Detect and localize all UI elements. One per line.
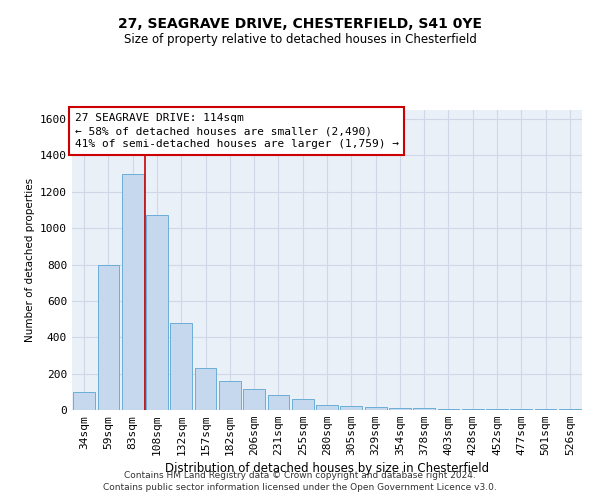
Text: 27, SEAGRAVE DRIVE, CHESTERFIELD, S41 0YE: 27, SEAGRAVE DRIVE, CHESTERFIELD, S41 0Y… xyxy=(118,18,482,32)
Bar xyxy=(122,174,143,410)
Bar xyxy=(413,408,435,410)
Text: Contains public sector information licensed under the Open Government Licence v3: Contains public sector information licen… xyxy=(103,484,497,492)
Bar xyxy=(170,322,192,410)
Bar xyxy=(292,399,314,410)
Bar xyxy=(365,408,386,410)
Bar xyxy=(219,381,241,410)
Bar xyxy=(194,368,217,410)
Y-axis label: Number of detached properties: Number of detached properties xyxy=(25,178,35,342)
Bar xyxy=(462,409,484,410)
Bar xyxy=(559,409,581,410)
Bar xyxy=(146,214,168,410)
X-axis label: Distribution of detached houses by size in Chesterfield: Distribution of detached houses by size … xyxy=(165,462,489,475)
Bar xyxy=(340,406,362,410)
Bar xyxy=(437,409,460,410)
Bar xyxy=(486,409,508,410)
Text: Size of property relative to detached houses in Chesterfield: Size of property relative to detached ho… xyxy=(124,32,476,46)
Bar xyxy=(268,394,289,410)
Bar xyxy=(97,264,119,410)
Bar xyxy=(243,389,265,410)
Text: 27 SEAGRAVE DRIVE: 114sqm
← 58% of detached houses are smaller (2,490)
41% of se: 27 SEAGRAVE DRIVE: 114sqm ← 58% of detac… xyxy=(74,113,398,150)
Bar xyxy=(389,408,411,410)
Bar xyxy=(73,392,95,410)
Bar xyxy=(316,404,338,410)
Text: Contains HM Land Registry data © Crown copyright and database right 2024.: Contains HM Land Registry data © Crown c… xyxy=(124,471,476,480)
Bar xyxy=(535,409,556,410)
Bar xyxy=(511,409,532,410)
